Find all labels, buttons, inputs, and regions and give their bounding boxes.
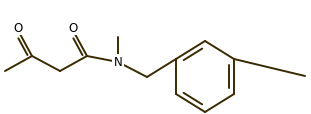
Text: O: O: [13, 21, 23, 34]
Text: O: O: [68, 21, 78, 34]
Text: N: N: [114, 56, 122, 69]
